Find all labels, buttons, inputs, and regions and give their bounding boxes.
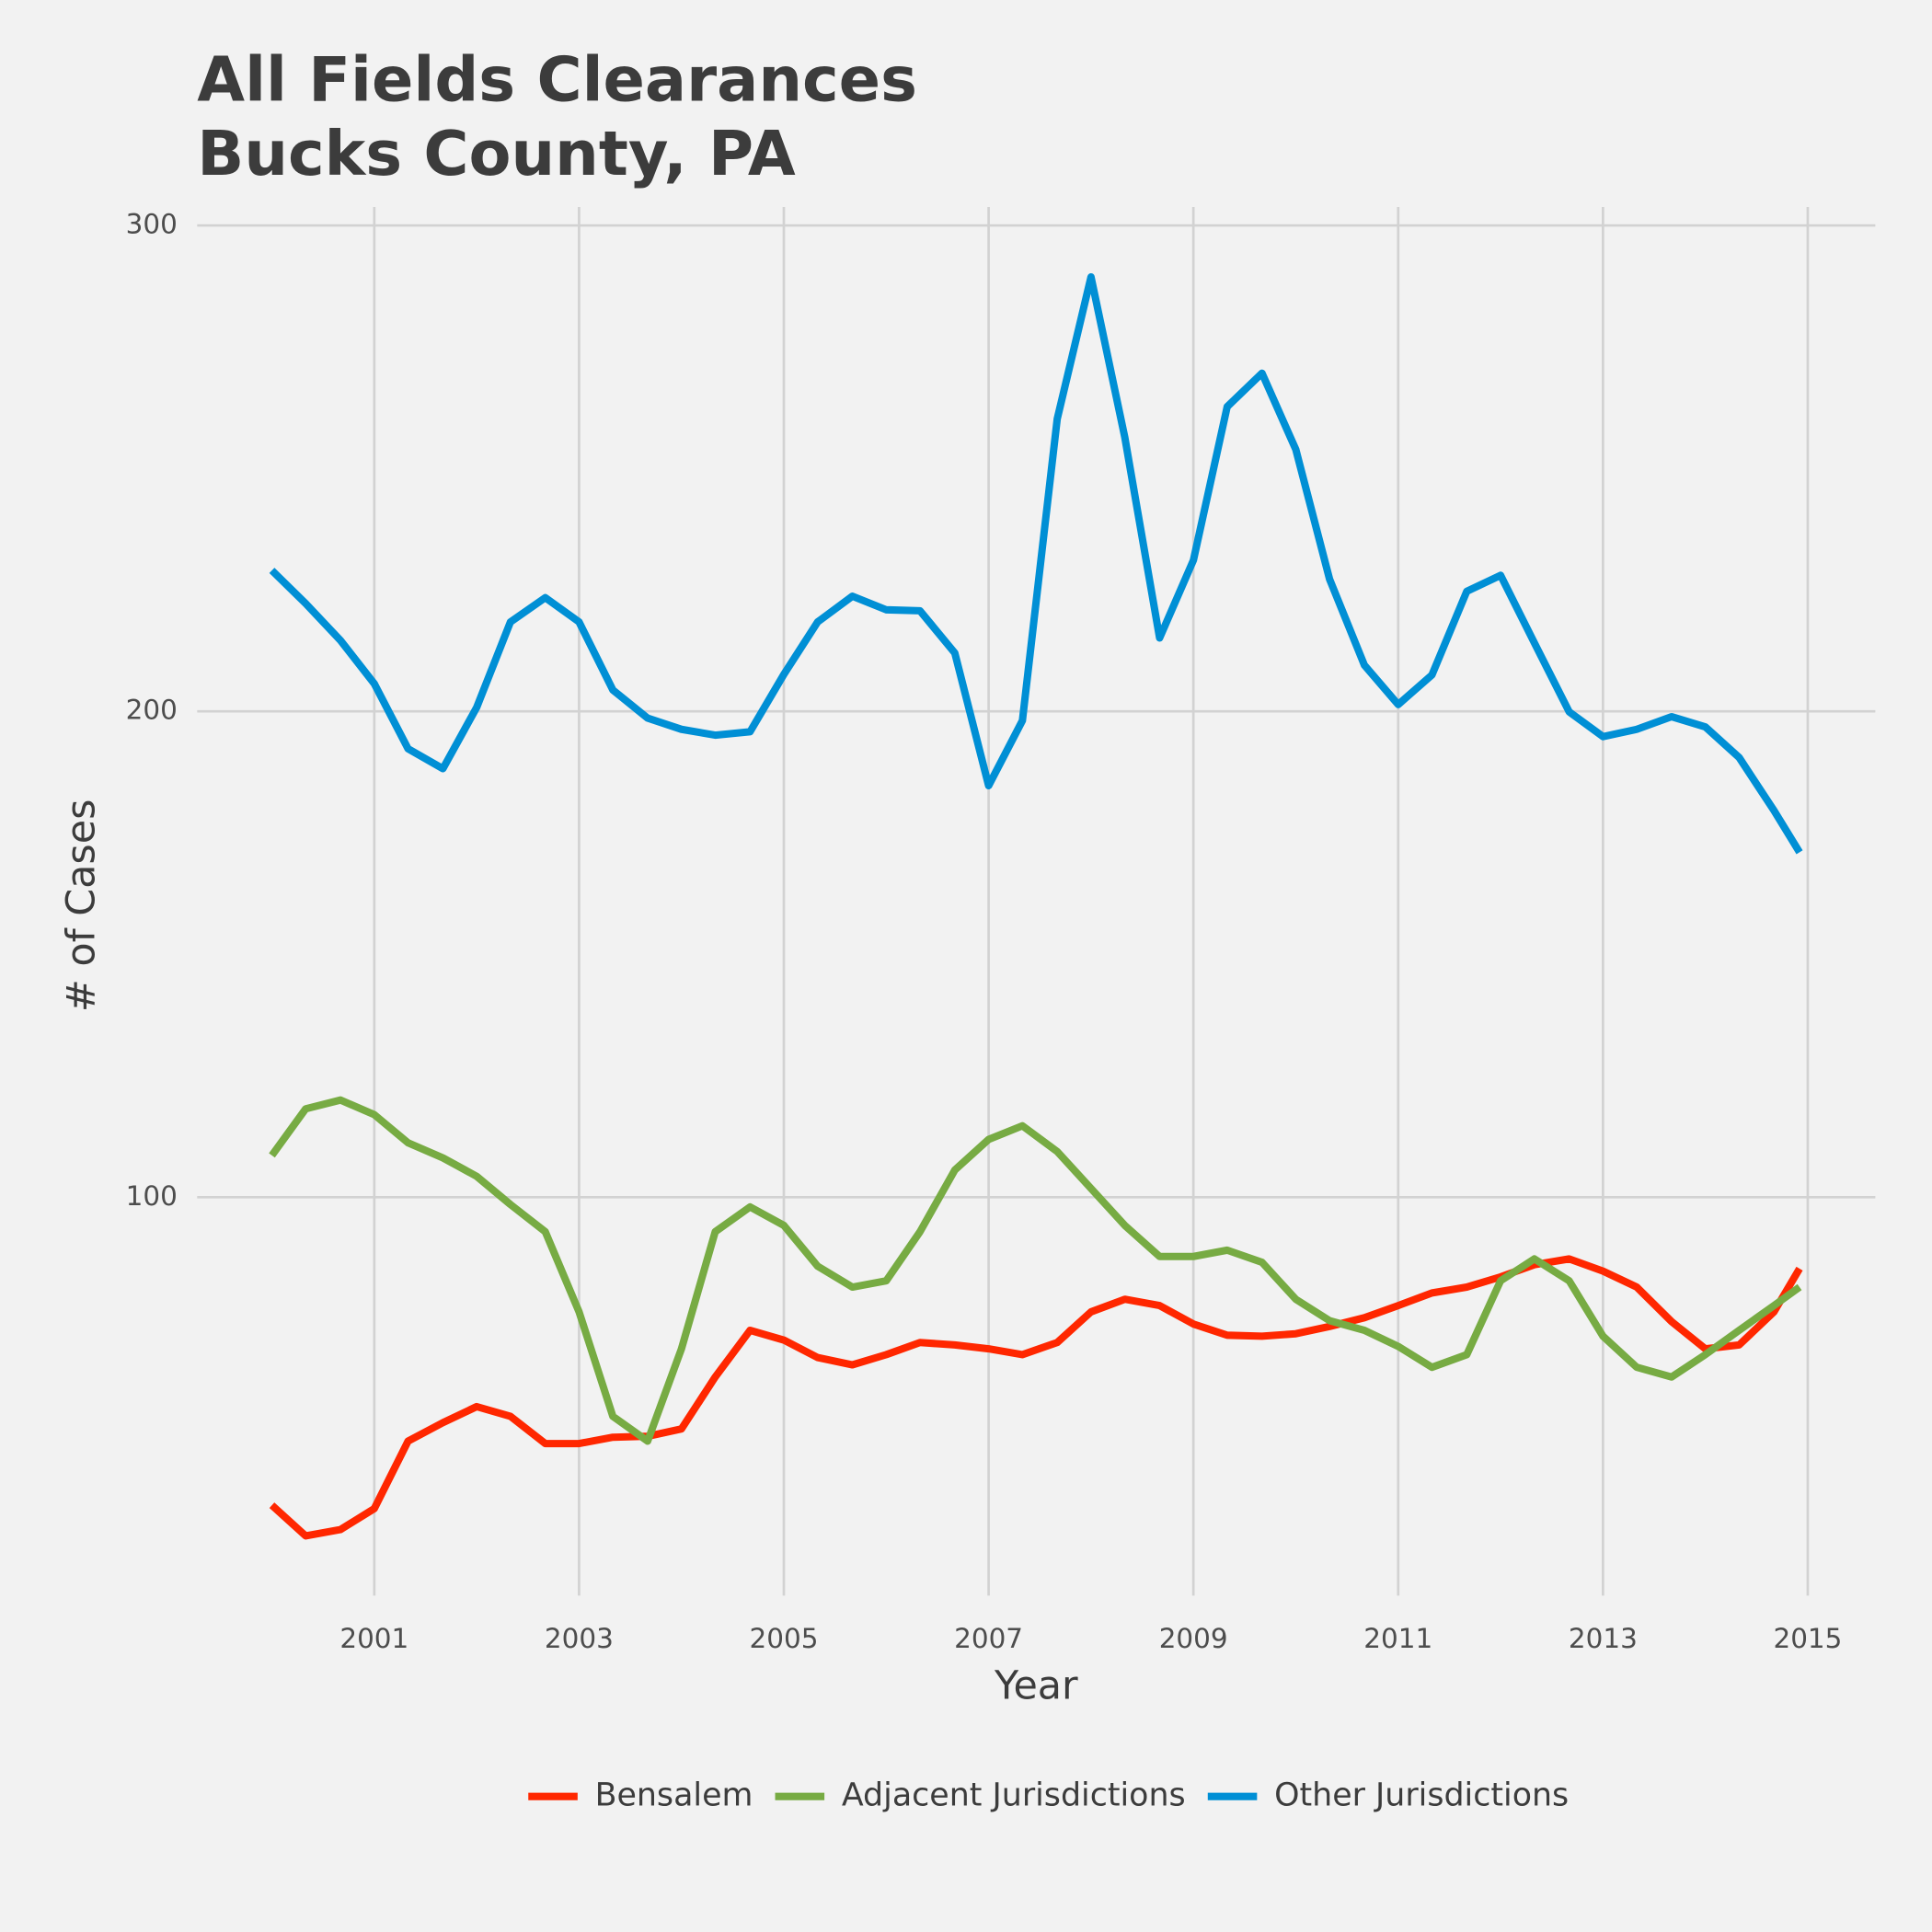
x-tick-label: 2007 [954, 1623, 1023, 1654]
x-tick-label: 2003 [545, 1623, 614, 1654]
y-tick-label: 100 [126, 1180, 178, 1212]
y-tick-label: 300 [126, 209, 178, 240]
legend-label: Adjacent Jurisdictions [842, 1777, 1186, 1814]
x-tick-label: 2015 [1773, 1623, 1842, 1654]
x-tick-label: 2001 [339, 1623, 408, 1654]
chart-title: All Fields Clearances [197, 44, 917, 116]
x-tick-label: 2005 [750, 1623, 819, 1654]
x-tick-label: 2009 [1159, 1623, 1228, 1654]
line-series [269, 1255, 1803, 1540]
legend-label: Bensalem [595, 1777, 753, 1814]
y-tick-label: 200 [126, 695, 178, 726]
x-tick-label: 2011 [1363, 1623, 1432, 1654]
x-axis-label: Year [994, 1662, 1078, 1708]
line-series [269, 273, 1803, 855]
legend-label: Other Jurisdictions [1274, 1777, 1569, 1814]
line-series [269, 1096, 1802, 1445]
y-axis-label: # of Cases [59, 799, 105, 1013]
x-tick-label: 2013 [1569, 1623, 1638, 1654]
chart-title: Bucks County, PA [197, 118, 796, 190]
